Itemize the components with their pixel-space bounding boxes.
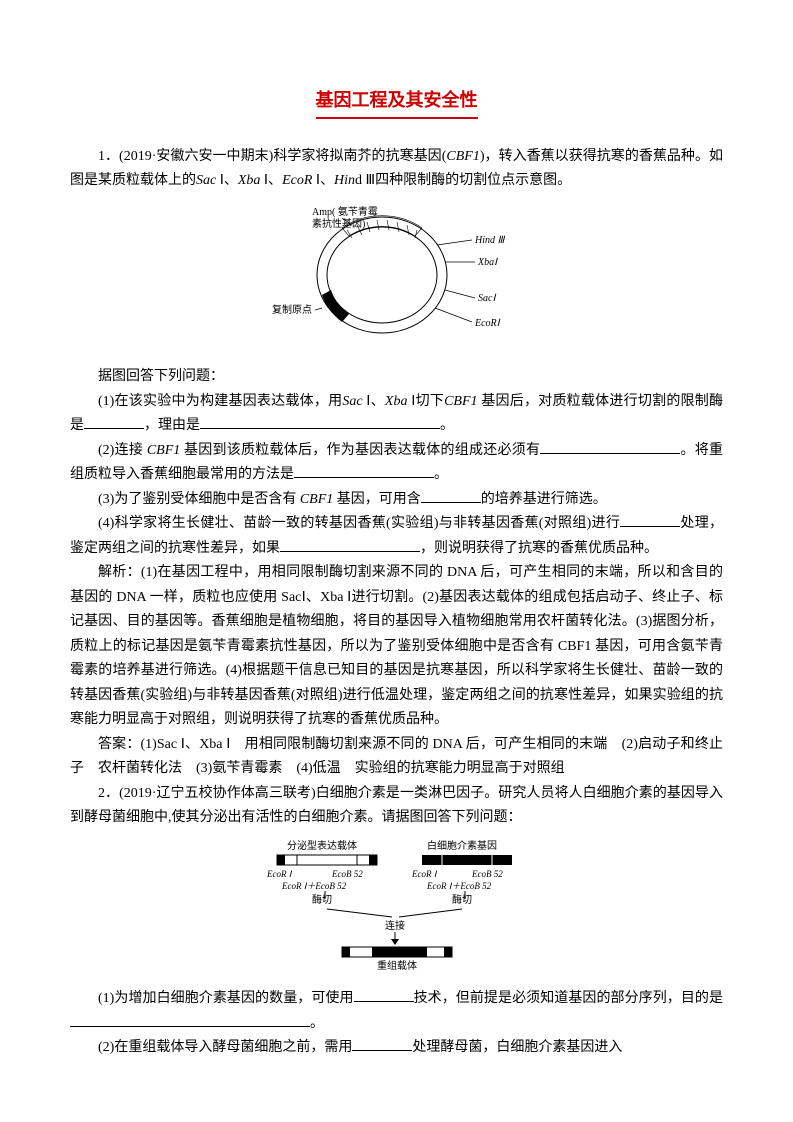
- text: Ⅰ、: [366, 394, 385, 409]
- cut-r: 酶切: [452, 893, 472, 906]
- q1-gene: CBF1: [446, 149, 479, 164]
- blank-input[interactable]: [84, 415, 144, 429]
- q1-intro: 据图回答下列问题：: [70, 365, 723, 390]
- text: 。: [310, 1016, 324, 1031]
- blank-input[interactable]: [200, 415, 440, 429]
- blank-input[interactable]: [294, 464, 434, 478]
- combo-l: EcoR Ⅰ＋EcoB 52: [281, 881, 347, 891]
- blank-input[interactable]: [280, 538, 420, 552]
- text: 基因到该质粒载体后，作为基因表达载体的组成还必须有: [184, 443, 540, 458]
- blank-input[interactable]: [70, 1013, 310, 1027]
- text: ，理由是: [144, 418, 200, 433]
- blank-input[interactable]: [354, 988, 414, 1002]
- enzyme-ecor: EcoR: [282, 173, 312, 188]
- text: 技术，但前提是必须知道基因的部分序列，目的是: [414, 991, 723, 1006]
- amp-label-1: Amp( 氨苄青霉: [312, 205, 378, 218]
- text: (2)在重组载体导入酵母菌细胞之前，需用: [98, 1040, 352, 1055]
- ecor-label: EcoRⅠ: [474, 318, 501, 329]
- xba-label: XbaⅠ: [477, 257, 498, 268]
- enzyme-sac: Sac: [196, 173, 216, 188]
- q2-p1: (1)为增加白细胞介素基因的数量，可使用 技术，但前提是必须知道基因的部分序列，目…: [70, 987, 723, 1036]
- text: (1)为增加白细胞介素基因的数量，可使用: [98, 991, 354, 1006]
- text: 基因，可用含: [337, 492, 421, 507]
- enzyme: Sac: [342, 394, 362, 409]
- combo-r: EcoR Ⅰ＋EcoB 52: [426, 881, 492, 891]
- blank-input[interactable]: [352, 1037, 412, 1051]
- answer-text: (1)Sac Ⅰ、Xba Ⅰ 用相同限制酶切割来源不同的 DNA 后，可产生相同…: [70, 737, 723, 777]
- ecob52-l: EcoB 52: [331, 869, 363, 879]
- ecor1-l: EcoR Ⅰ: [266, 869, 293, 879]
- explain-label: 解析：: [98, 565, 141, 580]
- text: (3)为了鉴别受体细胞中是否含有: [98, 492, 296, 507]
- ecor1-r: EcoR Ⅰ: [411, 869, 438, 879]
- q1-p1: (1)在该实验中为构建基因表达载体，用Sac Ⅰ、Xba Ⅰ切下CBF1 基因后…: [70, 390, 723, 439]
- text: Ⅰ、: [264, 173, 282, 188]
- q2-figure: 分泌型表达载体 EcoR Ⅰ EcoB 52 EcoR Ⅰ＋EcoB 52 酶切…: [70, 837, 723, 982]
- text: 处理酵母菌，白细胞介素基因进入: [412, 1040, 622, 1055]
- ecob52-r: EcoB 52: [471, 869, 503, 879]
- enzyme-hind: Hin: [334, 173, 355, 188]
- text: 。: [434, 467, 448, 482]
- right-title: 白细胞介素基因: [427, 839, 497, 852]
- hind-label: Hind Ⅲ: [474, 235, 506, 246]
- gene: CBF1: [300, 492, 333, 507]
- text: (4)科学家将生长健壮、苗龄一致的转基因香蕉(实验组)与非转基因香蕉(对照组)进…: [98, 516, 620, 531]
- text: (1)在该实验中为构建基因表达载体，用: [98, 394, 342, 409]
- enzyme: Xba: [385, 394, 408, 409]
- q1-p3: (3)为了鉴别受体细胞中是否含有 CBF1 基因，可用含 的培养基进行筛选。: [70, 488, 723, 513]
- plasmid-figure: Amp( 氨苄青霉 素抗性基因) 复制原点 Hind Ⅲ XbaⅠ SacⅠ E…: [70, 200, 723, 360]
- recomb-label: 重组载体: [377, 959, 417, 972]
- text: 的培养基进行筛选。: [481, 492, 607, 507]
- origin-label: 复制原点: [272, 303, 312, 316]
- page-title: 基因工程及其安全性: [316, 85, 478, 119]
- q1-p2: (2)连接 CBF1 基因到该质粒载体后，作为基因表达载体的组成还必须有。将重组…: [70, 439, 723, 488]
- text: ，则说明获得了抗寒的香蕉优质品种。: [420, 541, 658, 556]
- q2-stem: 2．(2019·辽宁五校协作体高三联考)白细胞介素是一类淋巴因子。研究人员将人白…: [70, 782, 723, 831]
- explain-text: (1)在基因工程中，用相同限制酶切割来源不同的 DNA 后，可产生相同的末端，所…: [70, 565, 723, 727]
- text: d Ⅲ四种限制酶的切割位点示意图。: [355, 173, 571, 188]
- left-title: 分泌型表达载体: [287, 839, 357, 852]
- q2-p2: (2)在重组载体导入酵母菌细胞之前，需用 处理酵母菌，白细胞介素基因进入: [70, 1036, 723, 1061]
- text: Ⅰ、: [220, 173, 238, 188]
- q1-stem-a: 1．(2019·安徽六安一中期末)科学家将拟南芥的抗寒基因(: [98, 149, 446, 164]
- q1-answer: 答案：(1)Sac Ⅰ、Xba Ⅰ 用相同限制酶切割来源不同的 DNA 后，可产…: [70, 733, 723, 782]
- text: 。: [440, 418, 454, 433]
- enzyme-xba: Xba: [238, 173, 261, 188]
- text: Ⅰ切下: [411, 394, 444, 409]
- text: Ⅰ、: [316, 173, 334, 188]
- blank-input[interactable]: [540, 440, 680, 454]
- q1-p4: (4)科学家将生长健壮、苗龄一致的转基因香蕉(实验组)与非转基因香蕉(对照组)进…: [70, 512, 723, 561]
- q1-stem: 1．(2019·安徽六安一中期末)科学家将拟南芥的抗寒基因(CBF1)，转入香蕉…: [70, 145, 723, 194]
- text: (2)连接: [98, 443, 143, 458]
- sac-label: SacⅠ: [478, 293, 496, 304]
- blank-input[interactable]: [421, 489, 481, 503]
- gene: CBF1: [444, 394, 477, 409]
- ligate-label: 连接: [385, 919, 405, 932]
- answer-label: 答案：: [98, 737, 141, 752]
- blank-input[interactable]: [620, 513, 680, 527]
- amp-label-2: 素抗性基因): [312, 217, 365, 230]
- q1-explain: 解析：(1)在基因工程中，用相同限制酶切割来源不同的 DNA 后，可产生相同的末…: [70, 561, 723, 733]
- cut-l: 酶切: [312, 893, 332, 906]
- gene: CBF1: [147, 443, 180, 458]
